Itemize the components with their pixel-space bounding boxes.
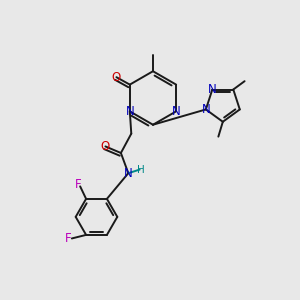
Text: N: N <box>125 105 134 118</box>
Text: O: O <box>101 140 110 153</box>
Text: N: N <box>202 103 210 116</box>
Text: N: N <box>172 105 181 118</box>
Text: N: N <box>124 167 133 180</box>
Text: F: F <box>65 232 72 245</box>
Text: N: N <box>208 83 217 96</box>
Text: O: O <box>112 71 121 84</box>
Text: F: F <box>75 178 82 191</box>
Text: H: H <box>137 165 145 175</box>
